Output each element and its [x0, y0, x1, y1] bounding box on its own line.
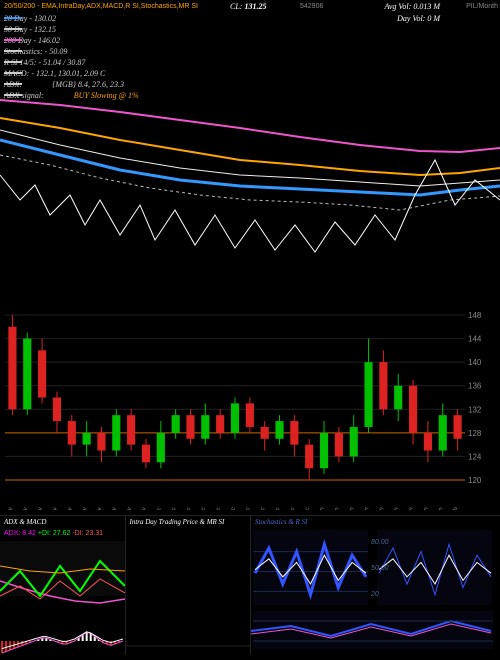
svg-text:128: 128 — [468, 429, 482, 438]
svg-text:05 Nov: 05 Nov — [17, 507, 29, 510]
svg-text:120: 120 — [468, 476, 482, 485]
adx-macd-panel: ADX & MACD ADX: 8.42 +DI: 27.62 -DI: 23.… — [0, 515, 125, 655]
svg-text:19 Jan: 19 Jan — [388, 507, 400, 510]
svg-text:11 Dec: 11 Dec — [210, 507, 222, 510]
intraday-panel: Intra Day Trading Price & MR SI — [125, 515, 251, 655]
svg-text:01 Feb: 01 Feb — [447, 506, 459, 510]
svg-text:21 Jan: 21 Jan — [403, 507, 415, 510]
svg-text:20: 20 — [370, 591, 379, 598]
svg-text:144: 144 — [468, 335, 482, 344]
svg-text:25 Nov: 25 Nov — [121, 507, 133, 510]
ema-chart-svg — [0, 0, 500, 310]
svg-text:24 Dec: 24 Dec — [269, 507, 281, 510]
indicator-subpanels: ADX & MACD ADX: 8.42 +DI: 27.62 -DI: 23.… — [0, 515, 500, 655]
svg-text:50.00: 50.00 — [371, 565, 389, 572]
svg-text:148.11: 148.11 — [468, 310, 492, 311]
svg-text:09 Nov: 09 Nov — [47, 507, 59, 510]
svg-text:132: 132 — [468, 405, 482, 414]
svg-text:25 Jan: 25 Jan — [418, 507, 430, 510]
svg-text:140: 140 — [468, 358, 482, 367]
candlestick-panel: 148 144 140 136 132 128 124 120 148.11 03 Nov05 N… — [0, 310, 500, 510]
stoch-rsi-panel: Stochastics & R SI 80.0050.0020 — [250, 515, 500, 655]
svg-text:80.00: 80.00 — [371, 539, 389, 546]
svg-text:15 Dec: 15 Dec — [225, 507, 237, 510]
svg-text:31 Dec: 31 Dec — [299, 507, 311, 510]
svg-text:27 Nov: 27 Nov — [136, 507, 148, 510]
svg-text:29 Dec: 29 Dec — [284, 507, 296, 510]
adx-svg — [0, 516, 125, 656]
svg-text:07 Dec: 07 Dec — [180, 507, 192, 510]
svg-text:07 Nov: 07 Nov — [32, 507, 44, 510]
svg-text:13 Jan: 13 Jan — [359, 507, 371, 510]
svg-text:01 Dec: 01 Dec — [151, 507, 163, 510]
svg-text:21 Nov: 21 Nov — [106, 507, 118, 510]
svg-text:17 Dec: 17 Dec — [240, 507, 252, 510]
svg-text:15 Jan: 15 Jan — [373, 507, 385, 510]
svg-text:21 Dec: 21 Dec — [254, 507, 266, 510]
svg-text:136: 136 — [468, 382, 482, 391]
svg-text:09 Dec: 09 Dec — [195, 507, 207, 510]
svg-text:07 Jan: 07 Jan — [329, 507, 341, 510]
svg-text:17 Nov: 17 Nov — [76, 507, 88, 510]
svg-text:13 Nov: 13 Nov — [62, 507, 74, 510]
svg-text:148: 148 — [468, 311, 482, 320]
svg-text:19 Nov: 19 Nov — [91, 507, 103, 510]
ema-chart-panel — [0, 0, 500, 310]
svg-text:11 Jan: 11 Jan — [344, 507, 356, 510]
svg-text:03 Dec: 03 Dec — [165, 507, 177, 510]
svg-text:124: 124 — [468, 452, 482, 461]
svg-text:05 Jan: 05 Jan — [314, 507, 326, 510]
stoch-svg: 80.00 50.00 20 — [251, 516, 500, 656]
intra-svg — [126, 516, 251, 656]
svg-text:03 Nov: 03 Nov — [2, 507, 14, 510]
svg-text:28 Jan: 28 Jan — [433, 507, 445, 510]
candle-svg: 148 144 140 136 132 128 124 120 148.11 03 Nov05 N… — [0, 310, 500, 510]
